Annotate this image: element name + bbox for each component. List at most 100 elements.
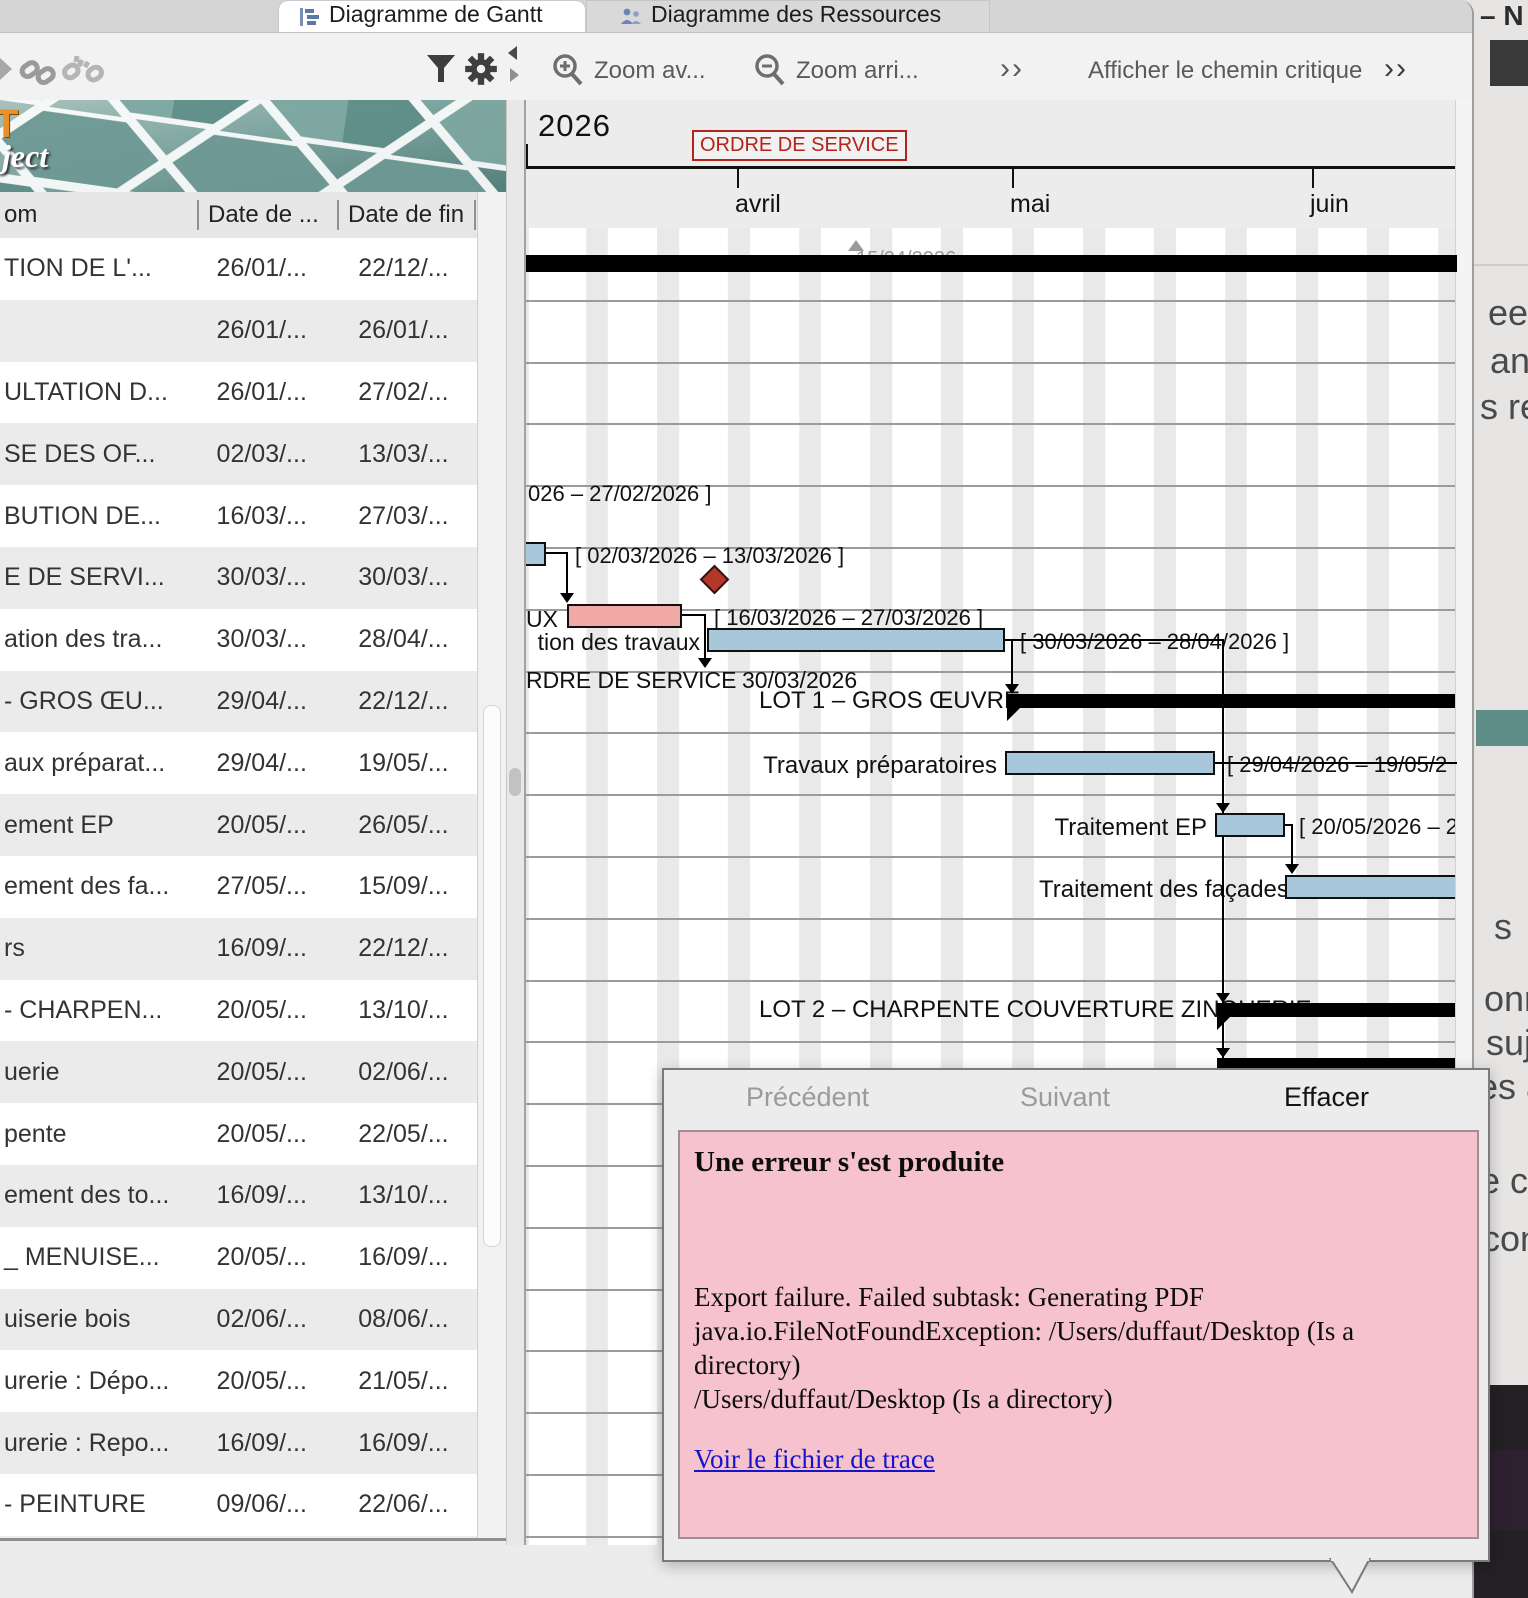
task-bar[interactable] <box>1215 813 1285 837</box>
toolbar-overflow-button[interactable]: ›› <box>1000 52 1024 85</box>
error-message-box: Une erreur s'est produite Export failure… <box>678 1130 1479 1539</box>
milestone-date-label: 30/03/2026 <box>742 667 858 693</box>
background-text: ee <box>1488 292 1528 333</box>
table-row[interactable]: uiserie bois 02/06/... 08/06/... <box>0 1288 478 1351</box>
table-scrollbar-thumb[interactable] <box>483 705 501 1247</box>
partial-arrow-icon <box>0 58 12 80</box>
project-summary-bar[interactable] <box>526 255 1457 272</box>
summary-bar[interactable] <box>1217 1058 1457 1069</box>
table-row[interactable]: _ MENUISE... 20/05/... 16/09/... <box>0 1226 478 1289</box>
table-row[interactable]: pente 20/05/... 22/05/... <box>0 1103 478 1165</box>
column-separator[interactable] <box>337 200 339 230</box>
collapse-right-icon[interactable] <box>510 68 519 82</box>
table-row[interactable]: rs 16/09/... 22/12/... <box>0 917 478 980</box>
summary-bar-notch <box>1007 708 1020 721</box>
background-separator <box>1472 264 1528 266</box>
gear-icon[interactable] <box>462 50 500 88</box>
table-row[interactable]: 26/01/... 26/01/... <box>0 299 478 362</box>
dependency-arrow-icon <box>1285 864 1299 874</box>
zoom-in-icon[interactable] <box>550 52 586 88</box>
task-name-label: Traitement des façades <box>1039 876 1289 903</box>
filter-icon[interactable] <box>424 52 458 86</box>
zoom-out-icon[interactable] <box>752 52 788 88</box>
table-row[interactable]: ement des fa... 27/05/... 15/09/... <box>0 855 478 918</box>
task-date-label: 026 – 27/02/2026 ] <box>528 481 712 506</box>
table-row[interactable]: ement des to... 16/09/... 13/10/... <box>0 1164 478 1227</box>
task-name-label: tion des travaux <box>537 629 700 655</box>
table-bottom-border <box>0 1538 506 1541</box>
dependency-line <box>566 552 568 594</box>
table-border <box>477 192 478 1538</box>
summary-bar[interactable] <box>1217 1003 1457 1017</box>
row-separator <box>526 1041 1457 1044</box>
task-date-label: [ 16/03/2026 – 27/03/2026 ] <box>714 605 984 630</box>
table-row[interactable]: TION DE L'... 26/01/... 22/12/... <box>0 238 478 300</box>
tab-gantt-chart[interactable]: Diagramme de Gantt <box>278 0 586 32</box>
unlink-tasks-icon[interactable] <box>62 50 106 92</box>
background-text: s re <box>1480 386 1528 427</box>
summary-name-label: LOT 2 – CHARPENTE COUVERTURE ZINGUERIE <box>759 996 1312 1023</box>
zoom-in-button[interactable]: Zoom av... <box>594 57 706 84</box>
splitter-handle[interactable] <box>509 768 521 796</box>
dependency-arrow-icon <box>560 593 574 603</box>
column-separator[interactable] <box>474 200 476 230</box>
row-separator <box>526 732 1457 735</box>
table-row[interactable]: ation des tra... 30/03/... 28/04/... <box>0 608 478 671</box>
table-row[interactable]: - PEINTURE 09/06/... 22/06/... <box>0 1473 478 1536</box>
summary-bar[interactable] <box>1007 694 1457 708</box>
column-separator[interactable] <box>197 200 199 230</box>
critical-path-button[interactable]: Afficher le chemin critique <box>1088 57 1363 84</box>
previous-button[interactable]: Précédent <box>746 1082 870 1112</box>
month-label: avril <box>735 190 781 218</box>
dependency-line <box>1285 824 1293 826</box>
column-end-date[interactable]: Date de fin <box>348 201 465 228</box>
table-row[interactable]: SE DES OF... 02/03/... 13/03/... <box>0 423 478 486</box>
logo-script: ject <box>2 138 49 174</box>
clear-button[interactable]: Effacer <box>1284 1082 1370 1112</box>
resources-icon <box>621 8 641 24</box>
table-row[interactable]: - GROS ŒU... 29/04/... 22/12/... <box>0 670 478 733</box>
critical-task-bar[interactable] <box>567 604 682 628</box>
row-separator <box>526 361 1457 364</box>
tab-resources-chart[interactable]: Diagramme des Ressources <box>586 0 990 32</box>
table-row[interactable]: ement EP 20/05/... 26/05/... <box>0 794 478 856</box>
task-table-header: om Date de ... Date de fin <box>0 192 506 239</box>
table-row[interactable]: uerie 20/05/... 02/06/... <box>0 1041 478 1104</box>
column-start-date[interactable]: Date de ... <box>208 201 319 228</box>
table-row[interactable]: urerie : Dépo... 20/05/... 21/05/... <box>0 1350 478 1413</box>
table-row[interactable]: - CHARPEN... 20/05/... 13/10/... <box>0 979 478 1042</box>
next-button[interactable]: Suivant <box>1020 1082 1111 1112</box>
link-tasks-icon[interactable] <box>18 50 60 92</box>
background-title-fragment: – N <box>1480 0 1524 31</box>
task-name-label: Traitement EP <box>1054 814 1208 841</box>
toolbar <box>0 33 1472 101</box>
table-row[interactable]: aux préparat... 29/04/... 19/05/... <box>0 732 478 795</box>
table-row[interactable]: ULTATION D... 26/01/... 27/02/... <box>0 361 478 424</box>
tab-gantt-label: Diagramme de Gantt <box>329 1 543 27</box>
task-bar[interactable] <box>1285 875 1457 899</box>
collapse-left-icon[interactable] <box>508 46 517 60</box>
task-date-label: [ 29/04/2026 – 19/05/2 <box>1227 752 1448 777</box>
background-text: onn <box>1484 978 1528 1019</box>
row-separator <box>526 547 1457 549</box>
task-date-label: [ 30/03/2026 – 28/04/2026 ] <box>1020 629 1290 654</box>
table-row[interactable]: BUTION DE... 16/03/... 27/03/... <box>0 485 478 547</box>
row-separator <box>526 485 1457 488</box>
table-row[interactable]: urerie : Repo... 16/09/... 16/09/... <box>0 1412 478 1474</box>
task-bar[interactable] <box>1005 751 1215 775</box>
task-date-label: [ 20/05/2026 – 2 <box>1299 814 1457 839</box>
error-title: Une erreur s'est produite <box>694 1146 1005 1178</box>
zoom-out-button[interactable]: Zoom arri... <box>796 57 919 84</box>
row-separator <box>526 979 1457 982</box>
task-bar[interactable] <box>707 628 1005 652</box>
view-trace-file-link[interactable]: Voir le fichier de trace <box>694 1444 935 1474</box>
row-separator <box>526 670 1457 673</box>
table-row[interactable]: E DE SERVI... 30/03/... 30/03/... <box>0 546 478 609</box>
axis-start-tick <box>526 144 528 166</box>
task-table: TION DE L'... 26/01/... 22/12/... 26/01/..… <box>0 238 478 1536</box>
panel-splitter[interactable] <box>506 100 525 1545</box>
column-name[interactable]: om <box>4 201 38 228</box>
task-bar[interactable] <box>526 542 546 566</box>
error-text-line: java.io.FileNotFoundException: /Users/du… <box>694 1316 1355 1346</box>
critical-path-chevron-icon[interactable]: ›› <box>1384 52 1408 85</box>
